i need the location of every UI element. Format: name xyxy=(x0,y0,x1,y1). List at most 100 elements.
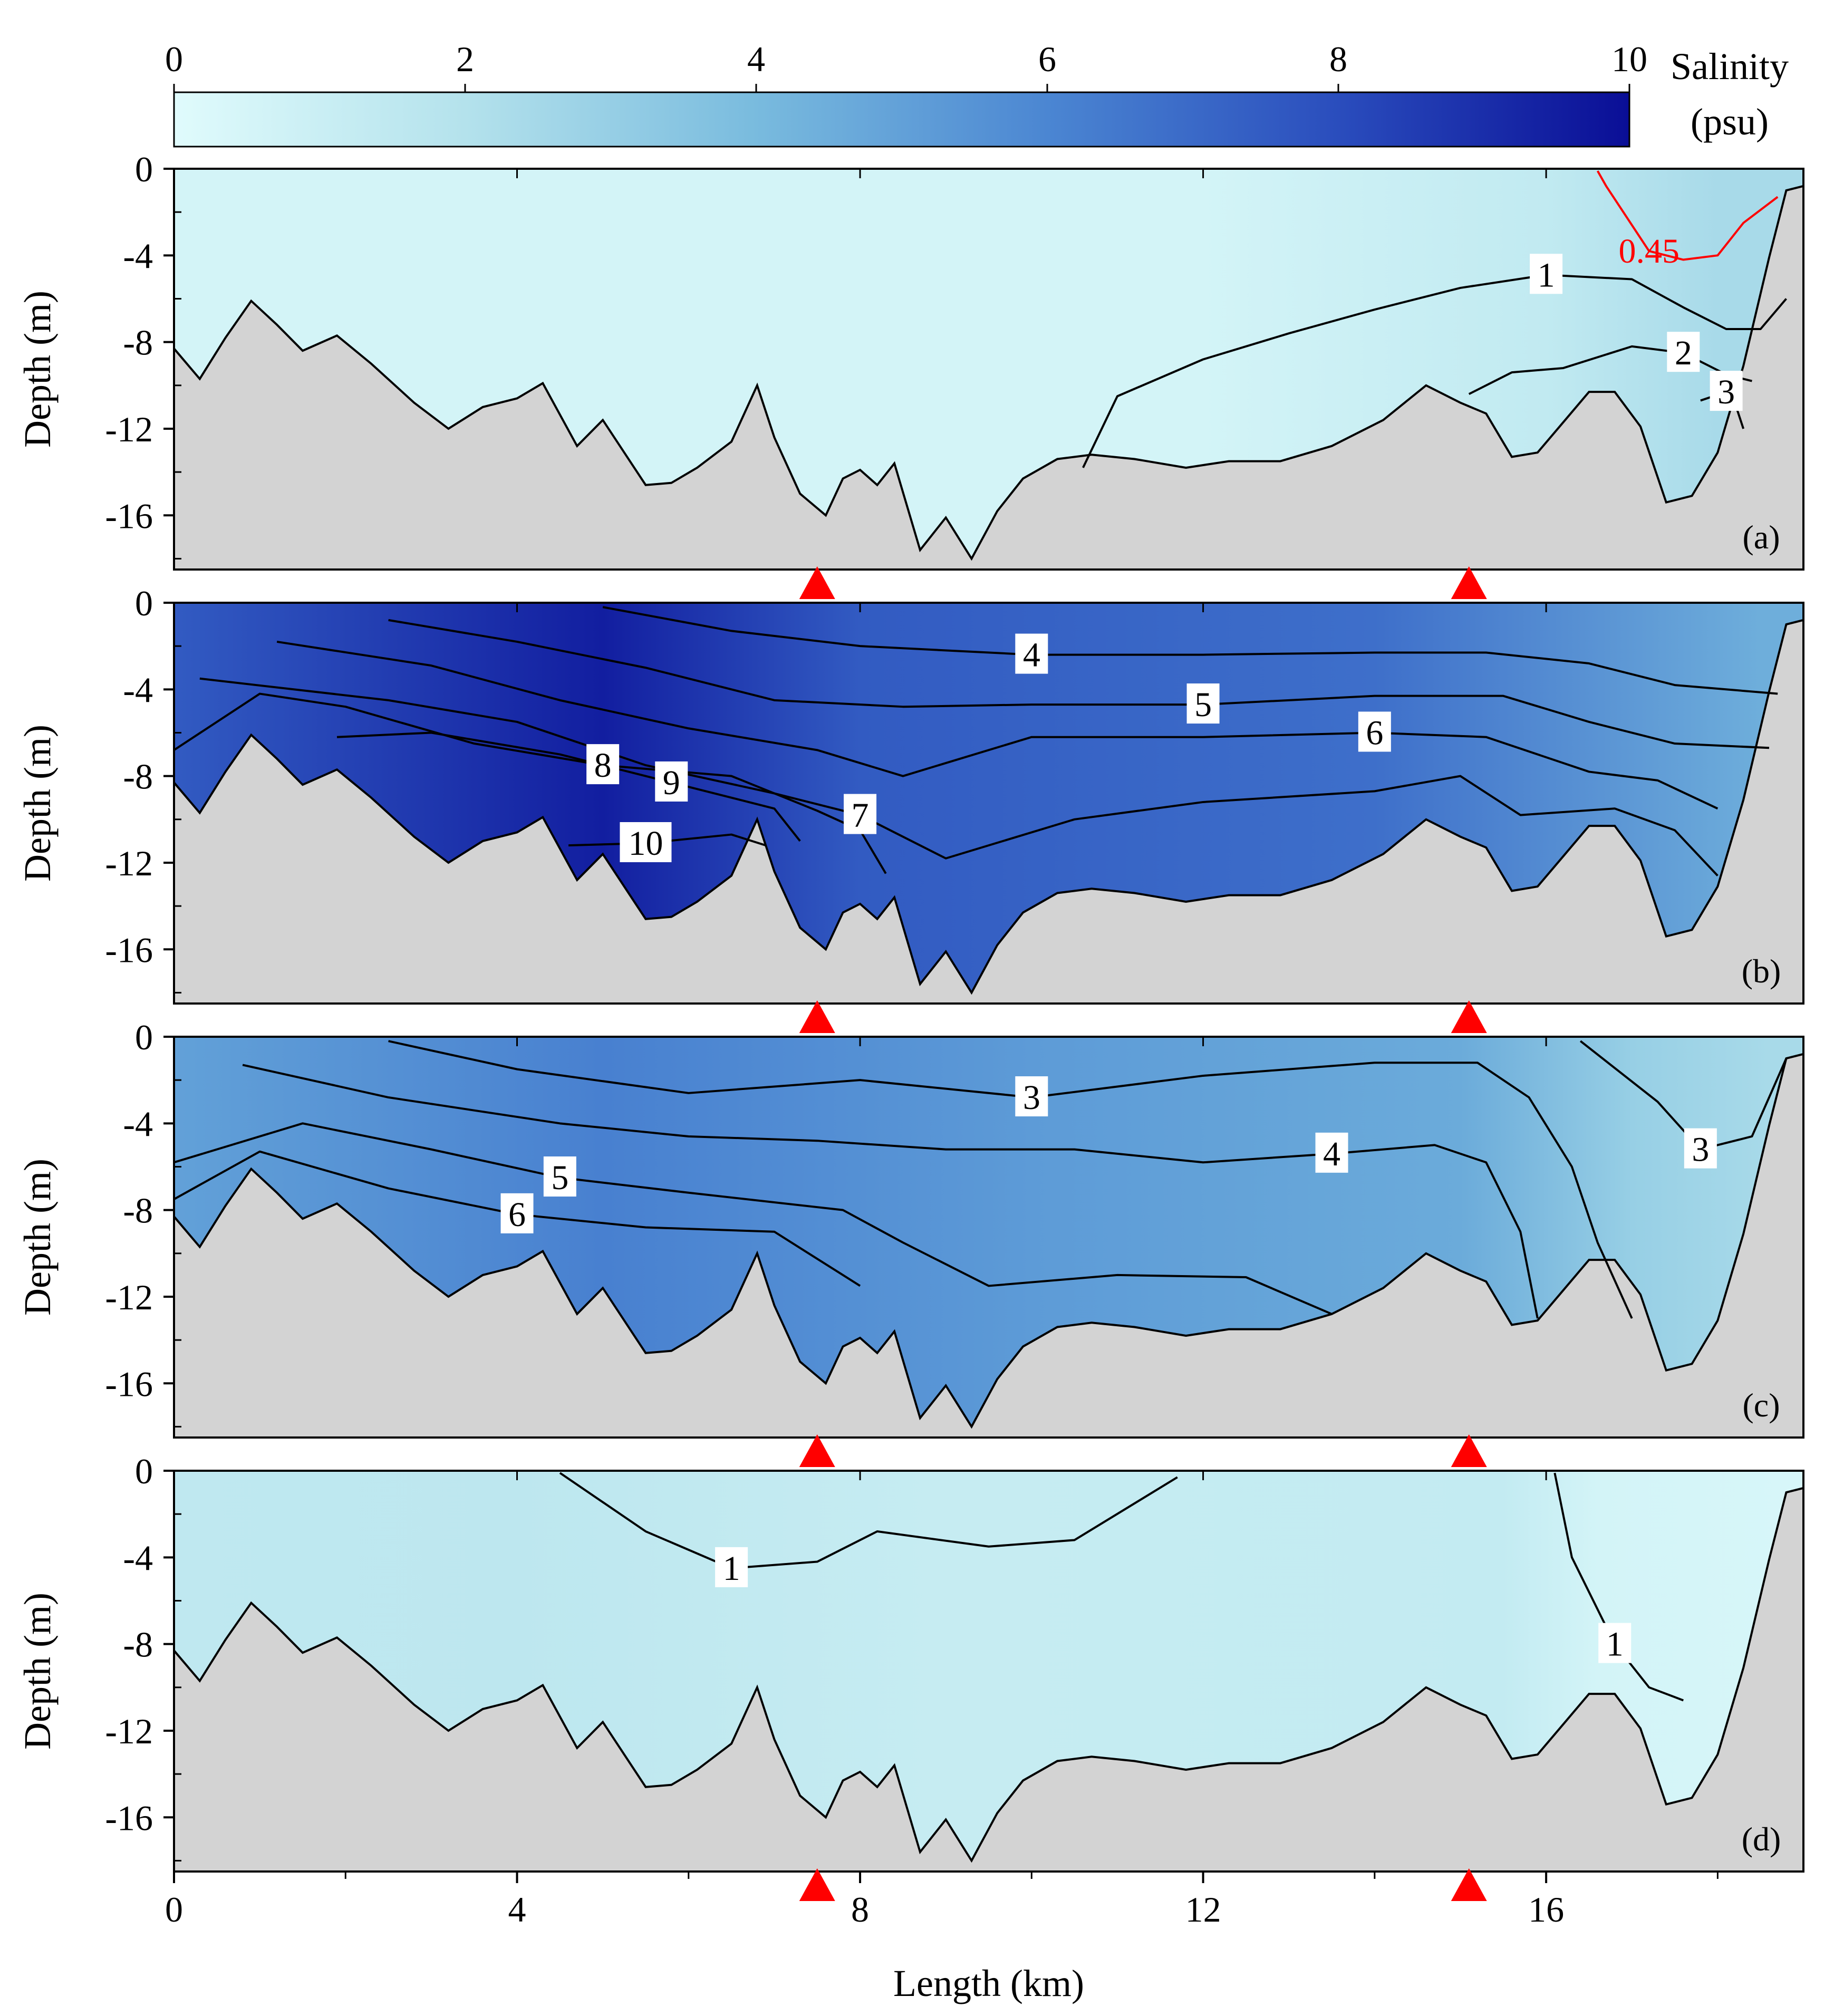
contour-line-4 xyxy=(602,606,1778,695)
y-tick-label: -12 xyxy=(105,409,153,449)
x-tick-label: 4 xyxy=(508,1889,526,1930)
contour-line-7 xyxy=(199,677,1719,876)
panel-frame xyxy=(173,1470,1804,1873)
contour-label-box xyxy=(1186,683,1220,724)
colorbar-tick-label: 0 xyxy=(165,39,183,79)
contour-label-box xyxy=(500,1193,534,1233)
y-tick-label: -12 xyxy=(105,1711,153,1751)
x-axis: 0 4 8 12 16 xyxy=(165,1872,1719,1930)
contour-label: 3 xyxy=(1692,1131,1709,1169)
y-tick-label: -12 xyxy=(105,843,153,883)
contour-line-3 xyxy=(388,1040,1633,1319)
panel-frame xyxy=(173,1036,1804,1439)
y-tick-label: -16 xyxy=(105,930,153,970)
bathymetry-line xyxy=(174,619,1803,995)
y-tick-label: 0 xyxy=(135,583,153,623)
contour-line-0.45 xyxy=(1596,170,1779,261)
contour-label-box xyxy=(1015,633,1048,674)
y-tick-label: -4 xyxy=(123,670,153,710)
bathymetry-line xyxy=(174,1487,1803,1863)
colorbar: 0 2 4 6 8 10 Salinity (psu) xyxy=(165,39,1789,148)
bathymetry-line xyxy=(174,1053,1803,1429)
station-marker-icon xyxy=(799,566,835,599)
y-tick-label: -8 xyxy=(123,757,153,797)
panel-label: (c) xyxy=(1742,1386,1780,1424)
panel-c: 3 3 4 56 0 -4 -8 -12 -16 Depth (m) (c) xyxy=(16,1017,1804,1467)
panel-a: 0.45 1 23 0 -4 -8 -12 -16 Depth (m) (a) xyxy=(16,149,1804,599)
contour-label: 2 xyxy=(1675,334,1692,372)
contour-line-10 xyxy=(568,833,766,847)
contour-label: 4 xyxy=(1323,1135,1340,1173)
contour-label-box xyxy=(1710,371,1743,411)
colorbar-label: Salinity xyxy=(1671,45,1789,88)
station-marker-icon xyxy=(799,1868,835,1901)
contour-label-box xyxy=(1530,254,1563,294)
contour-label-box xyxy=(1684,1128,1717,1169)
station-marker-icon xyxy=(1451,1434,1487,1467)
y-axis-label: Depth (m) xyxy=(16,291,59,448)
contour-label: 6 xyxy=(508,1195,526,1234)
y-tick-label: -4 xyxy=(123,1104,153,1144)
x-tick-label: 8 xyxy=(851,1889,869,1930)
station-marker-icon xyxy=(1451,1868,1487,1901)
y-tick-label: -8 xyxy=(123,1191,153,1231)
contour-label-box xyxy=(1598,1623,1632,1663)
panel-b: 4 5 6 7 8 910 0 -4 -8 -12 -16 Depth (m) (b) xyxy=(16,583,1804,1033)
y-tick-label: -16 xyxy=(105,1798,153,1838)
water-area xyxy=(174,1037,1803,1427)
colorbar-unit: (psu) xyxy=(1691,101,1769,143)
contour-label: 3 xyxy=(1023,1078,1040,1117)
panel-frame xyxy=(173,168,1804,571)
contour-label: 8 xyxy=(594,746,612,785)
station-marker-icon xyxy=(1451,1000,1487,1033)
panel-label: (a) xyxy=(1742,518,1780,556)
y-tick-label: -16 xyxy=(105,1364,153,1404)
contour-line-4 xyxy=(242,1064,1539,1319)
y-tick-label: -4 xyxy=(123,1538,153,1578)
colorbar-tick-label: 8 xyxy=(1329,39,1347,79)
colorbar-tick-label: 10 xyxy=(1611,39,1647,79)
contour-label: 6 xyxy=(1366,713,1383,752)
bathymetry-line xyxy=(174,185,1803,561)
contour-label: 1 xyxy=(723,1549,740,1588)
panel-label: (b) xyxy=(1742,952,1781,990)
x-axis-label: Length (km) xyxy=(893,1962,1084,2004)
y-tick-label: 0 xyxy=(135,1451,153,1491)
x-tick-label: 0 xyxy=(165,1889,183,1930)
contour-label: 10 xyxy=(628,824,663,863)
y-tick-label: -12 xyxy=(105,1277,153,1317)
panel-frame xyxy=(173,602,1804,1005)
water-area xyxy=(174,1471,1803,1861)
y-axis-label: Depth (m) xyxy=(16,725,59,882)
contour-label-box xyxy=(844,794,877,834)
colorbar-tick-label: 4 xyxy=(747,39,765,79)
colorbar-tick-label: 2 xyxy=(456,39,474,79)
contour-label-box xyxy=(715,1547,748,1587)
contour-line-1 xyxy=(559,1472,1178,1569)
contour-label: 0.45 xyxy=(1619,232,1680,271)
contour-label-box xyxy=(655,761,688,802)
x-tick-label: 12 xyxy=(1185,1889,1221,1930)
water-area xyxy=(174,603,1803,993)
contour-line-5 xyxy=(174,1122,1333,1315)
contour-line-6 xyxy=(276,640,1719,810)
panel-label: (d) xyxy=(1742,1820,1781,1858)
y-tick-label: -8 xyxy=(123,1625,153,1665)
contour-label: 1 xyxy=(1606,1625,1624,1664)
contour-label: 1 xyxy=(1538,256,1555,294)
contour-label: 5 xyxy=(551,1159,568,1197)
contour-label-box xyxy=(543,1156,576,1197)
y-axis-label: Depth (m) xyxy=(16,1593,59,1750)
station-marker-icon xyxy=(799,1434,835,1467)
contour-line-5 xyxy=(388,619,1770,749)
contour-label-box xyxy=(586,744,620,785)
contour-label: 9 xyxy=(663,764,680,802)
y-tick-label: 0 xyxy=(135,1017,153,1057)
panel-d: 1 1 0 -4 -8 -12 -16 Depth (m) (d) xyxy=(16,1451,1804,1901)
x-tick-label: 16 xyxy=(1528,1889,1564,1930)
contour-label: 5 xyxy=(1194,686,1212,724)
contour-label: 4 xyxy=(1023,636,1040,674)
contour-label-box xyxy=(620,822,672,862)
contour-label: 3 xyxy=(1717,373,1735,411)
